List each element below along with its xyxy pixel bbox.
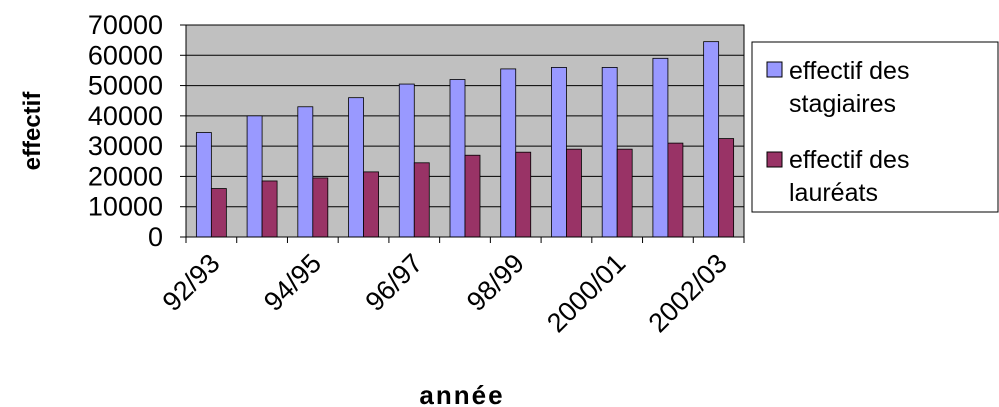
bar-laureats-2 xyxy=(312,177,329,238)
bar-stagiaires-3 xyxy=(348,97,364,238)
bar-stagiaires-6 xyxy=(500,68,517,238)
legend-label-stagiaires-line2: stagiaires xyxy=(789,90,896,118)
bar-stagiaires-0 xyxy=(195,132,212,238)
y-tick-label-7: 70000 xyxy=(88,10,163,40)
bar-laureats-4 xyxy=(413,162,430,238)
legend-label-stagiaires-line1: effectif des xyxy=(789,57,909,85)
y-tick-label-4: 40000 xyxy=(88,101,163,131)
legend-label-laureats-line2: lauréats xyxy=(789,179,878,207)
x-tick-labels: 92/93 94/95 96/97 98/99 2000/01 2002/03 xyxy=(157,248,733,338)
bar-stagiaires-5 xyxy=(449,79,466,238)
y-axis-title: effectif xyxy=(19,91,46,171)
y-tick-label-1: 10000 xyxy=(88,192,163,222)
bar-stagiaires-7 xyxy=(551,67,567,238)
bar-stagiaires-2 xyxy=(297,106,314,238)
bar-laureats-1 xyxy=(261,180,278,238)
legend-swatch-laureats xyxy=(766,151,783,168)
x-tick-label-2: 94/95 xyxy=(258,248,327,317)
bar-stagiaires-10 xyxy=(703,41,720,238)
y-tick-label-0: 0 xyxy=(148,222,163,252)
x-tick-label-6: 98/99 xyxy=(461,248,530,317)
bar-laureats-8 xyxy=(616,148,633,238)
bar-stagiaires-9 xyxy=(652,57,669,238)
x-tick-label-10: 2002/03 xyxy=(643,248,733,338)
bar-laureats-7 xyxy=(566,148,582,238)
y-tick-label-6: 60000 xyxy=(88,40,163,70)
bar-stagiaires-8 xyxy=(601,67,618,238)
legend-swatch-stagiaires xyxy=(766,61,783,78)
bar-laureats-0 xyxy=(210,188,227,238)
x-tick-label-0: 92/93 xyxy=(157,248,226,317)
x-axis-title: année xyxy=(419,380,504,407)
axes xyxy=(180,24,745,243)
bar-laureats-3 xyxy=(363,171,379,238)
bar-laureats-9 xyxy=(667,142,684,238)
y-tick-label-5: 50000 xyxy=(88,71,163,101)
legend-box xyxy=(751,41,999,213)
bars xyxy=(195,41,735,238)
bar-stagiaires-1 xyxy=(246,115,263,238)
bar-laureats-5 xyxy=(464,154,481,238)
x-tick-label-8: 2000/01 xyxy=(541,248,631,338)
bar-stagiaires-4 xyxy=(398,83,415,238)
legend-label-laureats-line1: effectif des xyxy=(789,146,909,174)
bar-laureats-6 xyxy=(515,151,532,238)
bar-laureats-10 xyxy=(718,138,735,238)
y-tick-label-3: 30000 xyxy=(88,131,163,161)
x-tick-label-4: 96/97 xyxy=(360,248,429,317)
y-tick-label-2: 20000 xyxy=(88,161,163,191)
legend: effectif des stagiaires effectif des lau… xyxy=(751,41,999,213)
